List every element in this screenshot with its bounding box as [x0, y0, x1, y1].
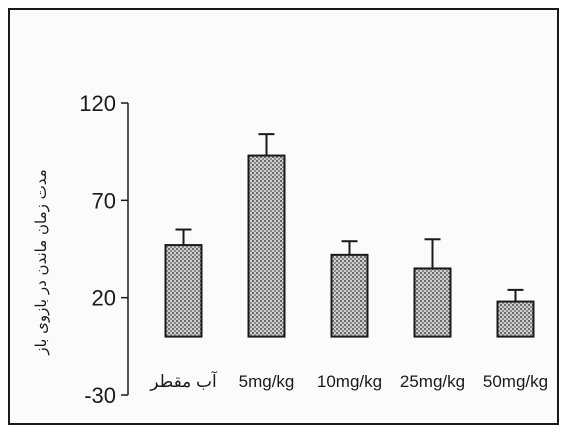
category-label: 10mg/kg [317, 372, 382, 391]
y-tick-label: 20 [92, 286, 116, 311]
y-tick-label: -30 [84, 383, 116, 408]
y-tick-label: 70 [92, 188, 116, 213]
y-axis: 120 70 20 -30 [79, 91, 129, 408]
bar [330, 253, 369, 338]
bar [247, 154, 286, 338]
category-label: آب مقطر [149, 370, 218, 391]
category-labels: آب مقطر 5mg/kg 10mg/kg 25mg/kg 50mg/kg [149, 370, 548, 391]
bar [413, 267, 452, 338]
bar [496, 300, 535, 338]
bar [164, 244, 203, 338]
error-bars [175, 133, 524, 302]
bars [164, 154, 535, 338]
category-label: 25mg/kg [400, 372, 465, 391]
y-axis-label: مدت زمان ماندن در بازوی باز [32, 169, 50, 355]
category-label: 50mg/kg [483, 372, 548, 391]
y-tick-label: 120 [79, 91, 116, 116]
category-label: 5mg/kg [239, 372, 295, 391]
